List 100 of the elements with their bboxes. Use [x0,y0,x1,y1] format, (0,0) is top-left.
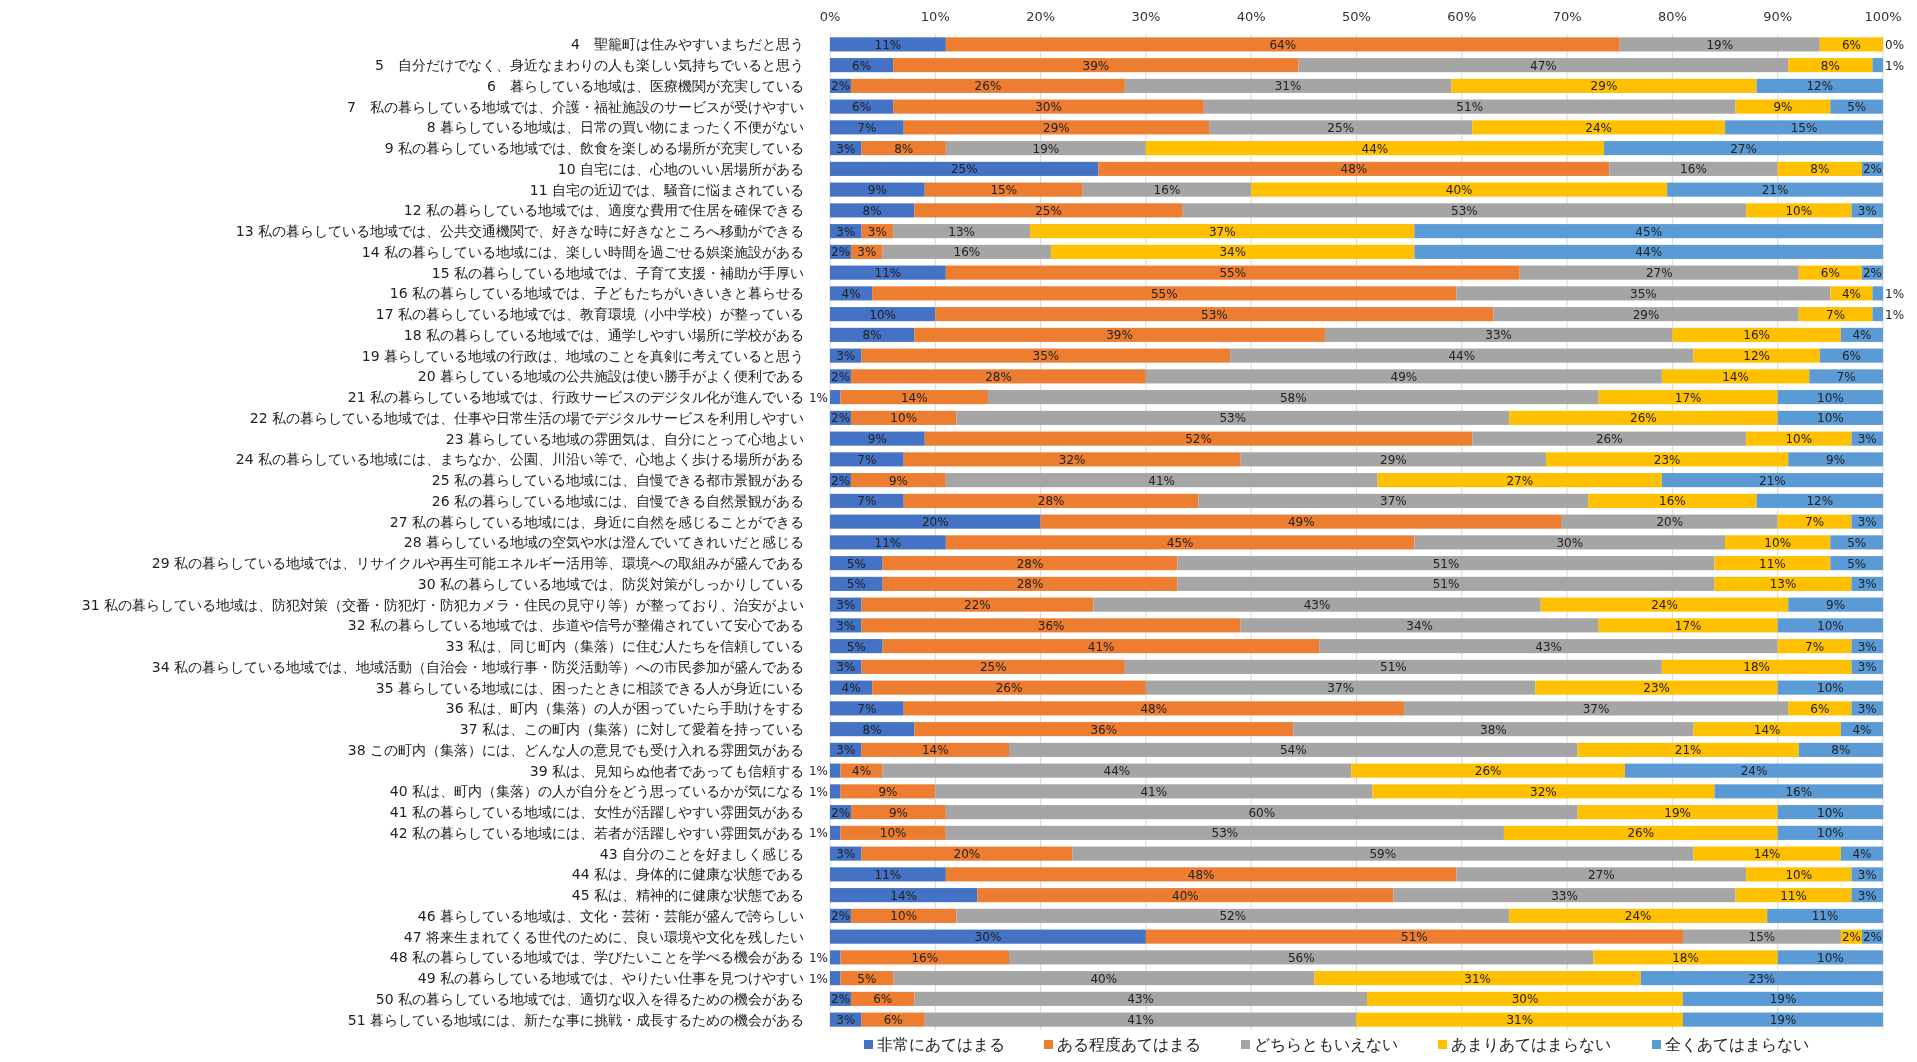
data-label: 12% [1743,349,1770,364]
data-label: 44% [1103,764,1131,779]
data-label: 10% [1817,390,1844,405]
data-label: 37% [1208,224,1236,239]
data-label: 51% [1432,556,1460,571]
data-label: 3% [836,1013,856,1028]
data-label: 2% [831,79,851,94]
data-label: 8% [1810,162,1830,177]
data-label: 9% [878,784,898,799]
bar [1546,452,1789,467]
data-label: 4% [841,286,861,301]
data-label: 34% [1219,245,1247,260]
data-label: 41% [1140,784,1168,799]
data-label: 19% [1769,1013,1797,1028]
bar [1040,514,1562,529]
data-label: 11% [874,867,902,882]
data-label: 7% [1826,307,1846,322]
data-label: 3% [867,224,887,239]
y-tick-label: 22 私の暮らしている地域では、仕事や日常生活の場でデジタルサービスを利用しやすい [249,409,804,426]
data-label: 7% [1805,515,1825,530]
data-label: 10% [869,307,896,322]
y-tick-label: 50 私の暮らしている地域では、適切な収入を得るための機会がある [375,990,804,1007]
bar [830,452,904,467]
x-tick-label: 90% [1763,9,1793,24]
data-label: 40% [1445,183,1473,198]
y-tick-label: 34 私の暮らしている地域では、地域活動（自治会・地域行事・防災活動等）への市民参加が盛んである [151,658,804,675]
data-label: 16% [1743,328,1770,343]
bar [914,722,1294,737]
data-label: 27% [1730,141,1757,156]
data-label: 36% [1037,618,1065,633]
bar [1561,514,1778,529]
bar [1372,784,1715,799]
bar [861,618,1241,633]
bar [830,493,904,508]
legend-label: 全くあてはまらない [1665,1035,1809,1054]
bar [1145,929,1683,944]
data-label: 3% [857,245,877,260]
bar [882,639,1320,654]
bar [872,680,1146,695]
data-label: 11% [1811,909,1839,924]
y-tick-label: 14 私の暮らしている地域には、楽しい時間を過ごせる娯楽施設がある [361,243,804,260]
data-label: 18% [1743,660,1770,675]
bar [1725,120,1883,135]
bar [935,307,1494,322]
data-label: 13% [1769,577,1797,592]
data-label: 10% [890,411,918,426]
y-tick-label: 13 私の暮らしている地域では、公共交通機関で、好きな時に好きなところへ移動ができる [235,223,804,240]
legend-label: どちらともいえない [1254,1035,1398,1054]
y-tick-label: 5 自分だけでなく、身近なまわりの人も楽しい気持ちでいると思う [375,57,804,74]
bar [1661,473,1883,488]
y-tick-label: 10 自宅には、心地のいい居場所がある [557,160,804,177]
data-label: 3% [1857,888,1877,903]
data-label: 44% [1635,245,1663,260]
data-label: 7% [857,701,877,716]
data-label: 10% [890,909,918,924]
bar [1809,369,1883,384]
bar [1009,742,1578,757]
data-label: 24% [1740,764,1768,779]
bar [830,784,841,799]
data-label: 30% [974,930,1002,945]
bar [861,846,1073,861]
bar [882,556,1178,571]
data-label: 11% [874,266,902,281]
bar [1182,203,1747,218]
data-label: 2% [831,992,851,1007]
data-label: 3% [1857,867,1877,882]
bar [1509,410,1778,425]
data-label: 29% [1043,120,1070,135]
bar [861,597,1094,612]
bar [914,327,1325,342]
data-label: 9% [888,805,908,820]
data-label: 60% [1248,805,1276,820]
y-tick-label: 8 暮らしている地域は、日常の買い物にまったく不便がない [426,119,804,136]
data-label: 53% [1219,411,1247,426]
data-label: 16% [1153,183,1181,198]
data-label: 9% [1773,100,1793,115]
data-label: 6% [1841,37,1861,52]
data-label: 4% [1852,328,1872,343]
data-label: 43% [1127,992,1154,1007]
bar [851,908,957,923]
data-label: 2% [831,909,851,924]
bar [882,576,1178,591]
bar [1777,618,1883,633]
data-label: 15% [1748,930,1776,945]
data-label: 25% [979,660,1007,675]
data-label: 23% [1643,681,1670,696]
data-label: 10% [1817,950,1844,965]
bar [1756,78,1883,93]
data-label: 20% [1656,515,1684,530]
x-tick-label: 60% [1447,9,1477,24]
bar [924,182,1083,197]
legend-label: 非常にあてはまる [877,1035,1005,1054]
data-label: 18% [1672,950,1699,965]
bar [830,867,946,882]
data-label: 25% [1035,203,1062,218]
data-label: 5% [1847,556,1867,571]
data-label: 64% [1269,37,1297,52]
data-label: 22% [964,598,991,613]
data-label: 2% [1841,930,1861,945]
data-label: 19% [1769,992,1797,1007]
